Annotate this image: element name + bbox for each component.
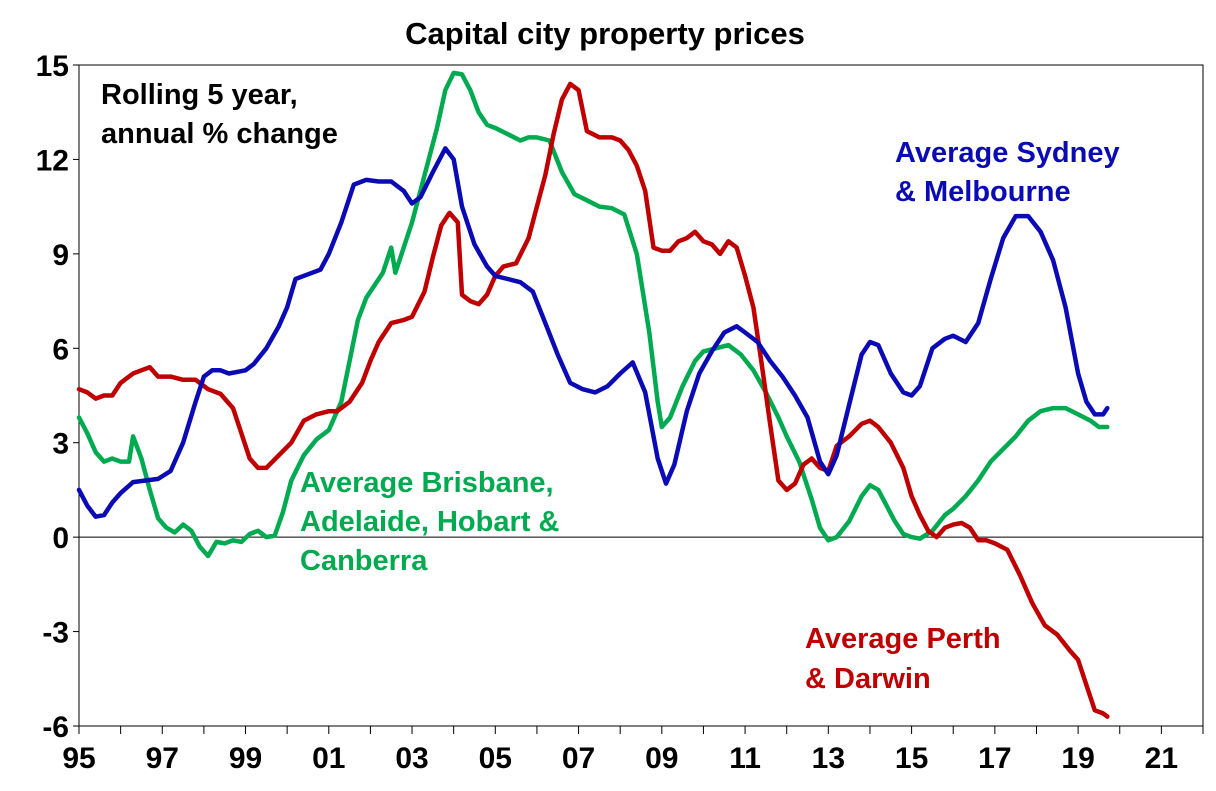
y-tick-label: 12 — [36, 144, 69, 177]
series-label-line: Average Brisbane, — [300, 467, 554, 499]
x-tick-label: 21 — [1145, 742, 1178, 775]
y-tick-label: 3 — [52, 428, 69, 461]
label-perth-darwin: Average Perth & Darwin — [805, 623, 1001, 695]
chart-title: Capital city property prices — [405, 16, 805, 51]
y-tick-label: 6 — [52, 333, 69, 366]
series-label-line: & Melbourne — [895, 176, 1071, 208]
x-tick-label: 11 — [729, 742, 761, 775]
series-line-0 — [76, 146, 1110, 519]
label-brisbane-adelaide-hobart-canberra: Average Brisbane, Adelaide, Hobart & Can… — [300, 467, 559, 577]
x-tick-label: 15 — [895, 742, 928, 775]
series-label-line: Average Perth — [805, 623, 1001, 655]
y-axis: -6 -3 0 3 6 9 12 15 — [36, 50, 79, 744]
y-tick-label: -6 — [42, 711, 69, 744]
x-tick-label: 07 — [562, 742, 595, 775]
x-tick-label: 99 — [229, 742, 262, 775]
x-tick-label: 19 — [1061, 742, 1094, 775]
series-label-line: Adelaide, Hobart & — [300, 506, 559, 538]
x-tick-label: 05 — [479, 742, 512, 775]
plot-frame — [78, 64, 1204, 727]
x-tick-label: 95 — [62, 742, 95, 775]
series-label-line: Average Sydney — [895, 137, 1120, 169]
series-line-1 — [76, 70, 1110, 559]
x-tick-label: 13 — [812, 742, 845, 775]
x-tick-label: 17 — [978, 742, 1011, 775]
label-sydney-melbourne: Average Sydney & Melbourne — [895, 137, 1120, 208]
x-tick-label: 01 — [312, 742, 345, 775]
x-tick-label: 97 — [146, 742, 179, 775]
x-tick-label: 09 — [645, 742, 678, 775]
series-label-line: & Darwin — [805, 663, 931, 695]
y-tick-label: -3 — [42, 617, 69, 650]
series-line-2 — [76, 81, 1110, 719]
subtitle-line-1: Rolling 5 year, — [101, 79, 298, 111]
x-axis: 95 97 99 01 03 05 07 09 11 13 15 17 19 21 — [62, 726, 1204, 775]
x-tick-label: 03 — [395, 742, 428, 775]
y-tick-label: 15 — [36, 50, 69, 83]
subtitle: Rolling 5 year, annual % change — [101, 79, 338, 150]
subtitle-line-2: annual % change — [101, 118, 338, 150]
y-tick-label: 9 — [52, 239, 69, 272]
series-group — [76, 70, 1110, 719]
series-label-line: Canberra — [300, 545, 428, 577]
y-tick-label: 0 — [52, 522, 69, 555]
